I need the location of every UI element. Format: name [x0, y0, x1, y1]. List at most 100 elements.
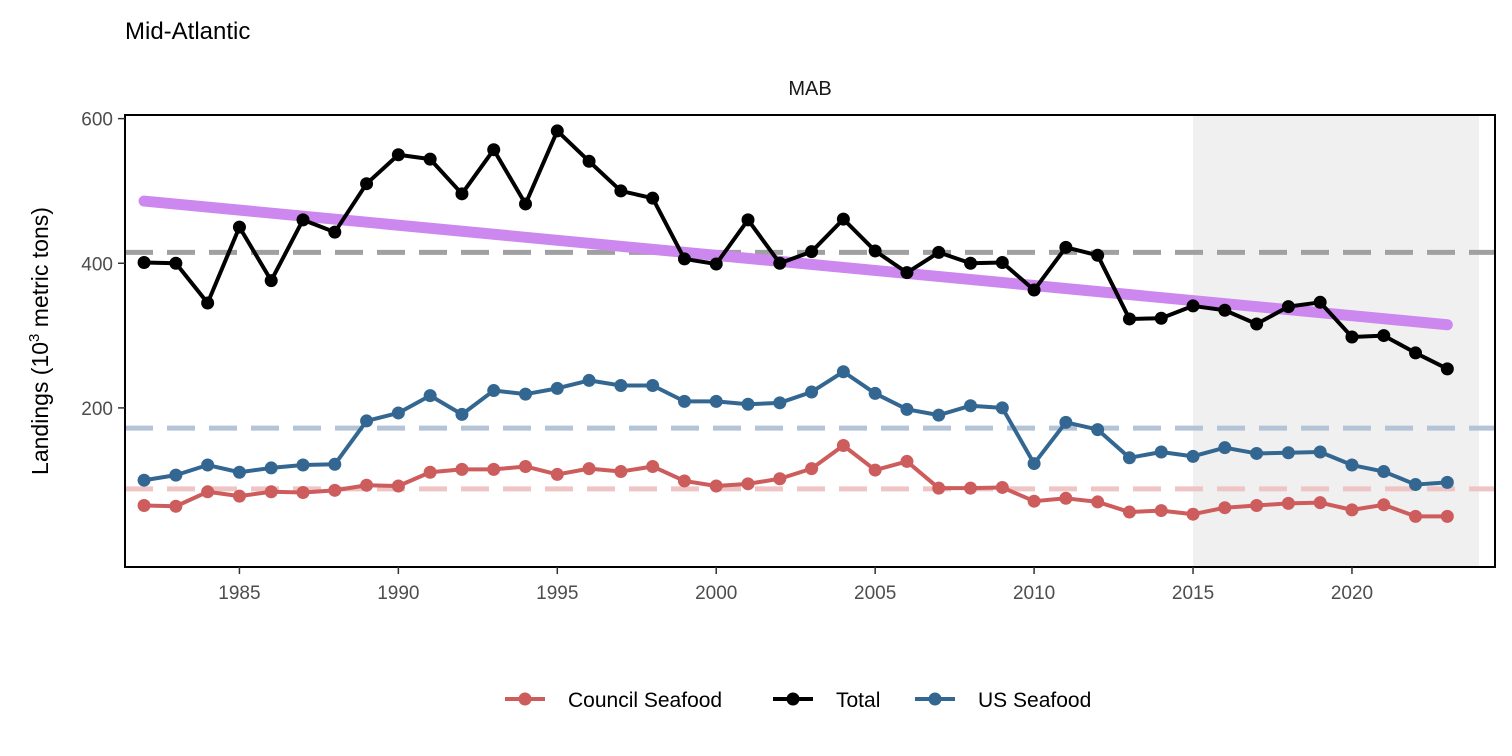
total-point: [773, 256, 787, 270]
us-seafood-point: [1377, 465, 1391, 479]
x-tick-label: 1995: [536, 583, 578, 604]
chart-title: Mid-Atlantic: [125, 18, 250, 45]
us-seafood-point: [709, 394, 723, 408]
us-seafood-point: [550, 381, 564, 395]
council-seafood-point: [264, 485, 278, 499]
us-seafood-point: [932, 408, 946, 422]
legend-key-point: [786, 692, 800, 706]
us-seafood-point: [1440, 475, 1454, 489]
us-seafood-point: [805, 385, 819, 399]
shaded-recent-period: [1193, 115, 1480, 567]
y-axis: 200 400 600: [81, 110, 125, 420]
x-tick-label: 2005: [854, 583, 896, 604]
us-seafood-point: [1122, 451, 1136, 465]
total-point: [550, 124, 564, 138]
trend-line: [138, 195, 1453, 331]
total-point: [455, 187, 469, 201]
council-seafood-point: [805, 462, 819, 476]
total-point: [137, 256, 151, 270]
council-seafood-point: [1091, 495, 1105, 509]
total-point: [964, 256, 978, 270]
us-seafood-point: [137, 473, 151, 487]
council-seafood-point: [868, 463, 882, 477]
total-point: [900, 266, 914, 280]
plot-panel-border: [124, 114, 1496, 568]
us-seafood-point: [328, 457, 342, 471]
total-point: [1313, 295, 1327, 309]
council-seafood-point: [1313, 496, 1327, 510]
council-seafood-point: [1154, 504, 1168, 518]
total-point: [582, 154, 596, 168]
council-seafood-point: [1440, 509, 1454, 523]
total-point: [646, 191, 660, 205]
total-point: [1440, 362, 1454, 376]
total-point: [1218, 303, 1232, 317]
y-tick-label: 200: [81, 399, 113, 420]
total-point: [201, 296, 215, 310]
total-point: [1027, 283, 1041, 297]
council-seafood-point: [614, 465, 628, 479]
council-seafood-point: [646, 459, 660, 473]
council-seafood-point: [677, 474, 691, 488]
total-point: [264, 274, 278, 288]
x-tick-label: 2010: [1013, 583, 1055, 604]
us-seafood-point: [646, 378, 660, 392]
total-point: [1059, 240, 1073, 254]
x-axis: 1985 1990 1995 2000 2005 2010 2015 2020: [218, 567, 1373, 604]
total-point: [932, 245, 946, 259]
trend-line-segment: [138, 195, 1453, 331]
council-seafood-point: [900, 454, 914, 468]
us-seafood-point: [773, 396, 787, 410]
us-seafood-point: [1091, 423, 1105, 437]
us-seafood-point: [391, 406, 405, 420]
council-seafood-point: [137, 499, 151, 513]
council-seafood-point: [455, 462, 469, 476]
us-seafood-point: [296, 458, 310, 472]
total-point: [805, 245, 819, 259]
us-seafood-point: [169, 468, 183, 482]
total-point: [1186, 299, 1200, 313]
total-point: [1250, 317, 1264, 331]
council-seafood-point: [519, 459, 533, 473]
total-point: [836, 212, 850, 226]
council-seafood-point: [296, 486, 310, 500]
us-seafood-point: [1154, 445, 1168, 459]
total-series: [137, 124, 1454, 376]
total-point: [1377, 329, 1391, 343]
legend-item-total: Total: [773, 689, 880, 712]
council-seafood-point: [964, 481, 978, 495]
total-point: [709, 257, 723, 271]
us-seafood-point: [1313, 445, 1327, 459]
total-point: [232, 220, 246, 234]
us-seafood-point: [900, 402, 914, 416]
us-seafood-point: [201, 458, 215, 472]
x-tick-label: 2020: [1331, 583, 1373, 604]
council-seafood-point: [773, 472, 787, 486]
us-seafood-point: [1281, 446, 1295, 460]
total-point: [487, 143, 501, 157]
us-seafood-point: [455, 407, 469, 421]
legend-item-council-seafood: Council Seafood: [505, 689, 722, 712]
total-point: [423, 152, 437, 166]
us-seafood-point: [264, 461, 278, 475]
us-seafood-point: [1059, 415, 1073, 429]
council-seafood-point: [582, 462, 596, 476]
council-seafood-point: [1059, 491, 1073, 505]
council-seafood-point: [995, 480, 1009, 494]
council-seafood-point: [1377, 498, 1391, 512]
council-seafood-point: [1186, 507, 1200, 521]
us-seafood-point: [487, 384, 501, 398]
us-seafood-point: [360, 414, 374, 428]
council-seafood-point: [932, 481, 946, 495]
council-seafood-point: [487, 462, 501, 476]
council-seafood-point: [550, 467, 564, 481]
total-point: [1409, 346, 1423, 360]
us-seafood-series: [137, 365, 1454, 492]
total-point: [391, 148, 405, 162]
us-seafood-point: [868, 386, 882, 400]
y-tick-label: 400: [81, 254, 113, 275]
council-seafood-point: [232, 489, 246, 503]
total-point: [677, 252, 691, 266]
us-seafood-point: [741, 397, 755, 411]
total-point: [328, 225, 342, 239]
